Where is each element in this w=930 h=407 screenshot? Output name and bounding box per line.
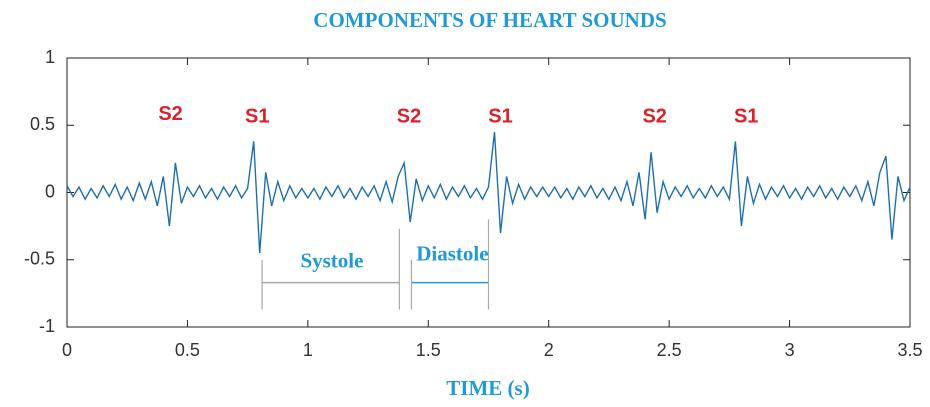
annotation: S2 (642, 105, 666, 127)
x-tick-label: 2 (544, 340, 554, 360)
annotation: S2 (158, 103, 182, 125)
x-tick-label: 2.5 (657, 340, 682, 360)
annotation: S1 (734, 105, 758, 127)
chart-title: COMPONENTS OF HEART SOUNDS (313, 8, 666, 32)
y-tick-label: 1 (45, 47, 55, 67)
x-tick-label: 1 (303, 340, 313, 360)
y-tick-label: 0.5 (30, 114, 55, 134)
y-tick-label: -1 (39, 316, 55, 336)
annotation: S1 (245, 105, 269, 127)
waveform (66, 131, 911, 254)
x-tick-label: 3.5 (897, 340, 922, 360)
x-tick-label: 1.5 (416, 340, 441, 360)
x-axis-label: TIME (s) (446, 376, 529, 400)
x-tick-label: 3 (785, 340, 795, 360)
annotation: S1 (488, 105, 512, 127)
x-tick-label: 0.5 (175, 340, 200, 360)
annotation: S2 (397, 105, 421, 127)
x-tick-label: 0 (62, 340, 72, 360)
y-tick-label: -0.5 (24, 249, 55, 269)
annotation: Systole (300, 248, 363, 272)
annotation: Diastole (416, 242, 488, 266)
y-tick-label: 0 (45, 181, 55, 201)
